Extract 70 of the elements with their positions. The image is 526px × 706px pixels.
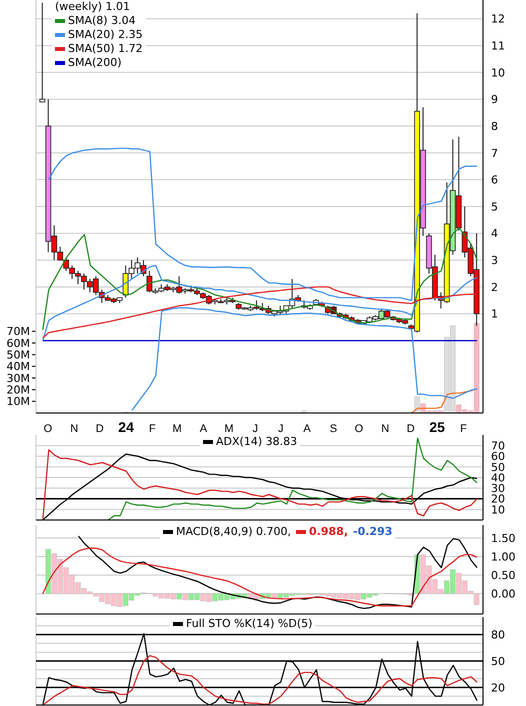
chart-title: (weekly) 1.01 bbox=[55, 0, 132, 14]
y-tick-label: 0.50 bbox=[491, 568, 516, 582]
x-tick-label: N bbox=[381, 423, 390, 435]
x-tick-label: A bbox=[303, 423, 312, 435]
y2-tick-label: 60M bbox=[6, 336, 30, 350]
line-series bbox=[42, 655, 478, 705]
line-series bbox=[42, 264, 478, 342]
legend-label: SMA(200) bbox=[68, 56, 122, 70]
line-series bbox=[42, 227, 478, 330]
y-tick-label: 7 bbox=[491, 146, 498, 160]
y-tick-label: 5 bbox=[491, 200, 498, 214]
line-series bbox=[411, 388, 478, 413]
legend-label: Full STO %K(14) %D(5) bbox=[186, 617, 312, 631]
x-tick-label: 25 bbox=[429, 419, 446, 435]
x-tick-label: A bbox=[200, 423, 208, 435]
y-tick-label: 2 bbox=[491, 280, 498, 294]
legend-label: SMA(8) 3.04 bbox=[68, 14, 136, 28]
line-series bbox=[48, 148, 478, 301]
x-tick-label: F bbox=[460, 423, 468, 435]
y2-tick-label: 30M bbox=[6, 372, 30, 385]
x-tick-label: S bbox=[330, 423, 338, 435]
x-tick-label: J bbox=[278, 423, 284, 435]
y-tick-label: 50 bbox=[491, 654, 505, 668]
y-tick-label: 20 bbox=[491, 681, 505, 694]
y2-tick-label: 40M bbox=[6, 360, 30, 374]
legend-label: MACD(8,40,9) 0.700, bbox=[176, 525, 292, 539]
x-tick-label: N bbox=[70, 423, 78, 435]
y-tick-label: 10 bbox=[491, 503, 505, 516]
y-tick-label: 40 bbox=[491, 471, 505, 484]
y-tick-label: 8 bbox=[491, 120, 498, 133]
y-tick-label: 11 bbox=[491, 39, 505, 52]
x-tick-label: 24 bbox=[118, 419, 134, 435]
x-tick-label: O bbox=[44, 423, 53, 435]
x-tick-label: J bbox=[252, 423, 258, 435]
y-tick-label: 10 bbox=[491, 66, 505, 80]
y-tick-label: 1.00 bbox=[491, 550, 516, 564]
line-series bbox=[131, 307, 478, 411]
line-series bbox=[42, 547, 478, 606]
annotation: -0.293 bbox=[353, 525, 392, 539]
legend-label: SMA(20) 2.35 bbox=[68, 28, 143, 42]
line-series bbox=[78, 536, 478, 610]
y-tick-label: 4 bbox=[491, 227, 498, 240]
y-tick-label: 20 bbox=[491, 492, 505, 506]
y-tick-label: 70 bbox=[491, 440, 505, 453]
y2-tick-label: 10M bbox=[6, 395, 30, 408]
y-tick-label: 1.50 bbox=[491, 532, 516, 545]
y-tick-label: 1 bbox=[491, 308, 498, 321]
y2-tick-label: 70M bbox=[6, 325, 30, 338]
x-tick-label: D bbox=[406, 423, 415, 435]
line-series bbox=[108, 438, 478, 520]
y-tick-label: 3 bbox=[491, 254, 498, 268]
y-tick-label: 0.00 bbox=[491, 588, 516, 601]
y2-tick-label: 50M bbox=[6, 348, 30, 362]
y-tick-label: 12 bbox=[491, 12, 505, 26]
y-tick-label: 60 bbox=[491, 450, 505, 464]
y-tick-label: 30 bbox=[491, 482, 505, 496]
y-tick-label: 50 bbox=[491, 460, 505, 474]
x-tick-label: D bbox=[96, 423, 104, 435]
legend-label: 0.988, bbox=[309, 525, 348, 539]
x-tick-label: O bbox=[354, 423, 364, 435]
y2-tick-label: 20M bbox=[6, 384, 30, 397]
x-tick-label: F bbox=[149, 423, 156, 435]
x-tick-label: M bbox=[172, 423, 182, 435]
y-tick-label: 6 bbox=[491, 174, 498, 187]
y-tick-label: 9 bbox=[491, 93, 498, 106]
legend-label: SMA(50) 1.72 bbox=[68, 42, 143, 56]
legend-label: ADX(14) 38.83 bbox=[216, 435, 298, 449]
y-tick-label: 80 bbox=[491, 628, 505, 642]
x-tick-label: M bbox=[224, 423, 234, 435]
line-series bbox=[42, 286, 478, 339]
